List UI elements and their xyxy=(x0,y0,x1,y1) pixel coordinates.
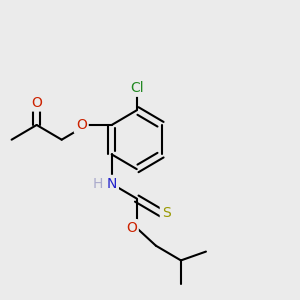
Text: O: O xyxy=(31,95,42,110)
Text: S: S xyxy=(162,206,170,220)
Text: H: H xyxy=(92,177,103,191)
Text: O: O xyxy=(76,118,87,132)
Text: N: N xyxy=(106,177,117,191)
Text: Cl: Cl xyxy=(130,81,144,95)
Text: O: O xyxy=(126,221,137,235)
